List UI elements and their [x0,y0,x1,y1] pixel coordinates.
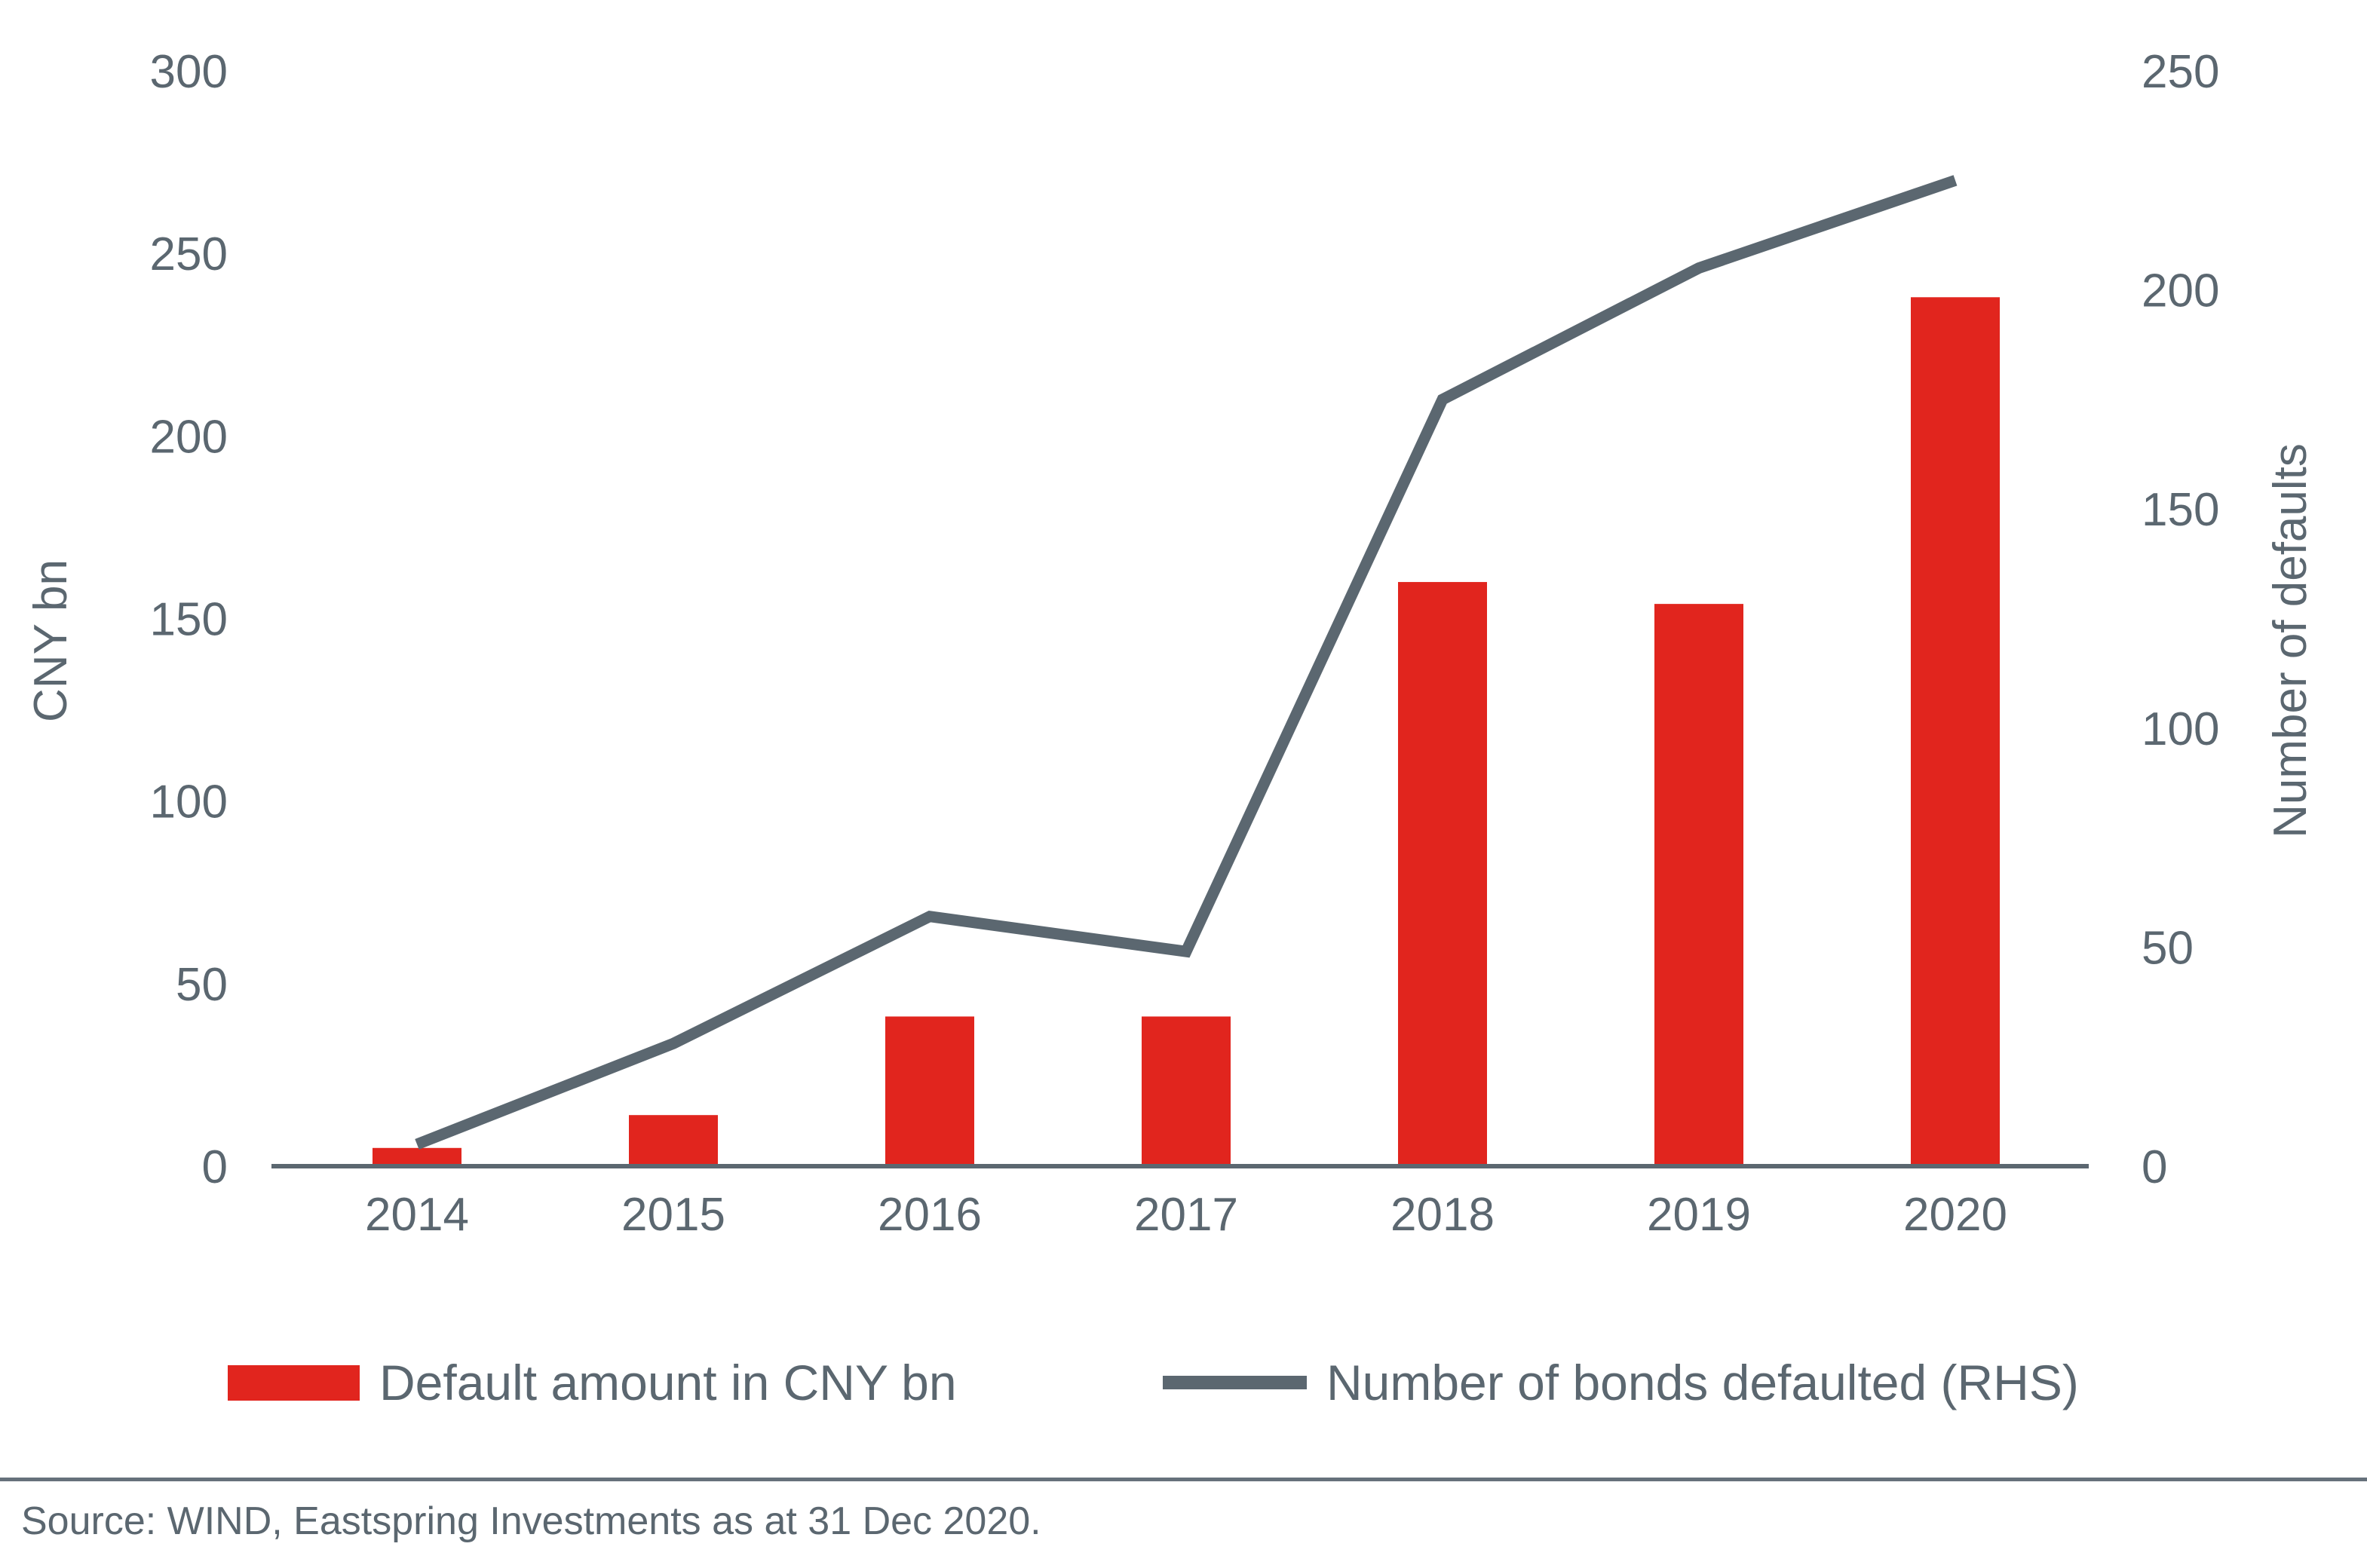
year-label-2014: 2014 [365,1189,469,1241]
left-tick-150: 150 [150,594,228,646]
bar-2015 [629,1115,718,1166]
year-label-2020: 2020 [1903,1189,2007,1241]
legend-item-line: Number of bonds defaulted (RHS) [1163,1355,2079,1410]
year-label-2016: 2016 [878,1189,982,1241]
bar-2014 [373,1147,461,1166]
defaults-line [415,175,1958,1150]
bar-2020 [1911,297,2000,1167]
left-tick-50: 50 [176,959,228,1011]
legend: Default amount in CNY bn Number of bonds… [0,1355,2367,1410]
bar-2019 [1654,604,1743,1166]
year-label-2018: 2018 [1390,1189,1495,1241]
right-tick-0: 0 [2142,1141,2167,1193]
left-tick-0: 0 [202,1141,228,1193]
right-tick-200: 200 [2142,265,2219,317]
bar-2016 [885,1016,974,1166]
right-tick-50: 50 [2142,922,2194,974]
left-tick-100: 100 [150,776,228,828]
legend-label-bar: Default amount in CNY bn [379,1355,957,1410]
bar-series [373,297,2000,1167]
legend-item-bar: Default amount in CNY bn [228,1355,957,1410]
right-axis-title: Number of defaults [2264,443,2316,838]
year-label-2017: 2017 [1134,1189,1238,1241]
line-swatch [1163,1376,1307,1389]
left-tick-250: 250 [150,228,228,280]
left-tick-200: 200 [150,411,228,463]
right-tick-100: 100 [2142,703,2219,755]
left-axis-title: CNY bn [25,559,77,722]
bar-2017 [1142,1016,1231,1166]
right-tick-150: 150 [2142,484,2219,536]
axes: 0 50 100 150 200 250 300 0 50 100 150 200 250 2014 201… [150,46,2220,1241]
right-tick-250: 250 [2142,46,2219,98]
bar-2018 [1398,582,1487,1166]
bar-swatch [228,1364,360,1401]
source-note: Source: WIND, Eastspring Investments as … [21,1499,1041,1543]
legend-label-line: Number of bonds defaulted (RHS) [1326,1355,2079,1410]
left-tick-300: 300 [150,46,228,98]
footer-divider [0,1478,2367,1481]
year-label-2019: 2019 [1647,1189,1751,1241]
year-label-2015: 2015 [621,1189,725,1241]
line-series [415,175,1958,1150]
